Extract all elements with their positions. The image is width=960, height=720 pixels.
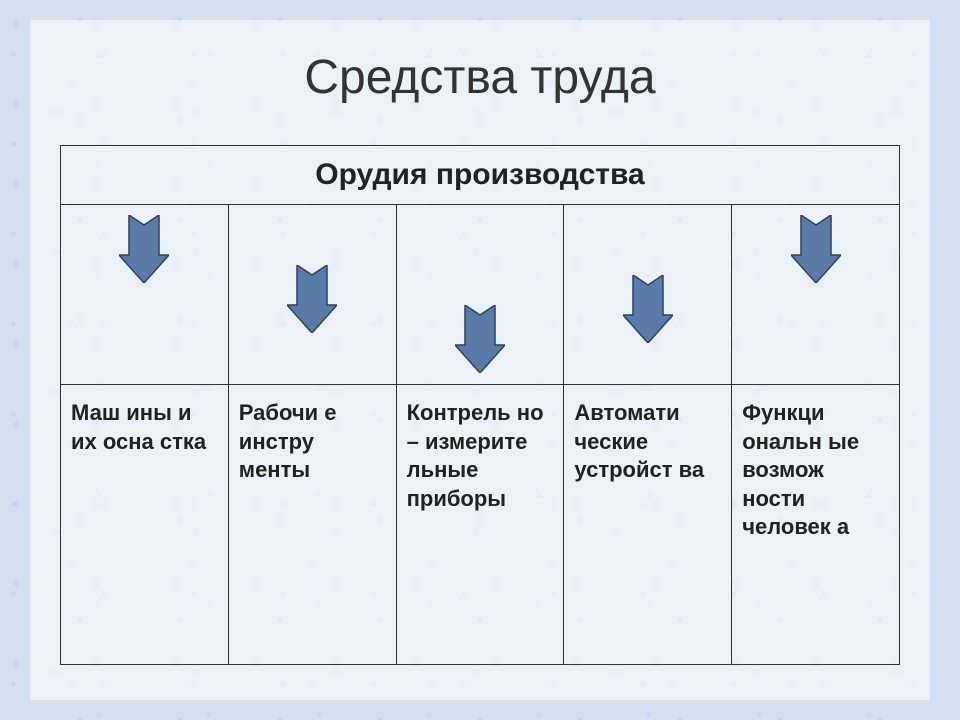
slide-panel: Средства труда Орудия производства Маш и… (30, 20, 930, 700)
category-cell-2: Контрель но – измерите льные приборы (396, 385, 564, 665)
arrow-3 (623, 275, 673, 348)
arrow-cell-1 (228, 205, 396, 385)
arrow-cell-3 (564, 205, 732, 385)
header-row: Орудия производства (61, 146, 900, 205)
arrow-cell-2 (396, 205, 564, 385)
category-cell-1: Рабочи е инстру менты (228, 385, 396, 665)
category-row: Маш ины и их осна стка Рабочи е инстру м… (61, 385, 900, 665)
category-cell-3: Автомати ческие устройст ва (564, 385, 732, 665)
arrow-2 (455, 305, 505, 378)
diagram-table: Орудия производства Маш ины и их осна ст… (60, 145, 900, 665)
header-cell: Орудия производства (61, 146, 900, 205)
arrow-1 (287, 265, 337, 338)
arrow-cell-4 (732, 205, 900, 385)
category-cell-4: Функци ональн ые возмож ности человек а (732, 385, 900, 665)
category-cell-0: Маш ины и их осна стка (61, 385, 229, 665)
arrow-cell-0 (61, 205, 229, 385)
arrow-row (61, 205, 900, 385)
arrow-4 (791, 215, 841, 288)
arrow-0 (119, 215, 169, 288)
slide-title: Средства труда (60, 50, 900, 105)
